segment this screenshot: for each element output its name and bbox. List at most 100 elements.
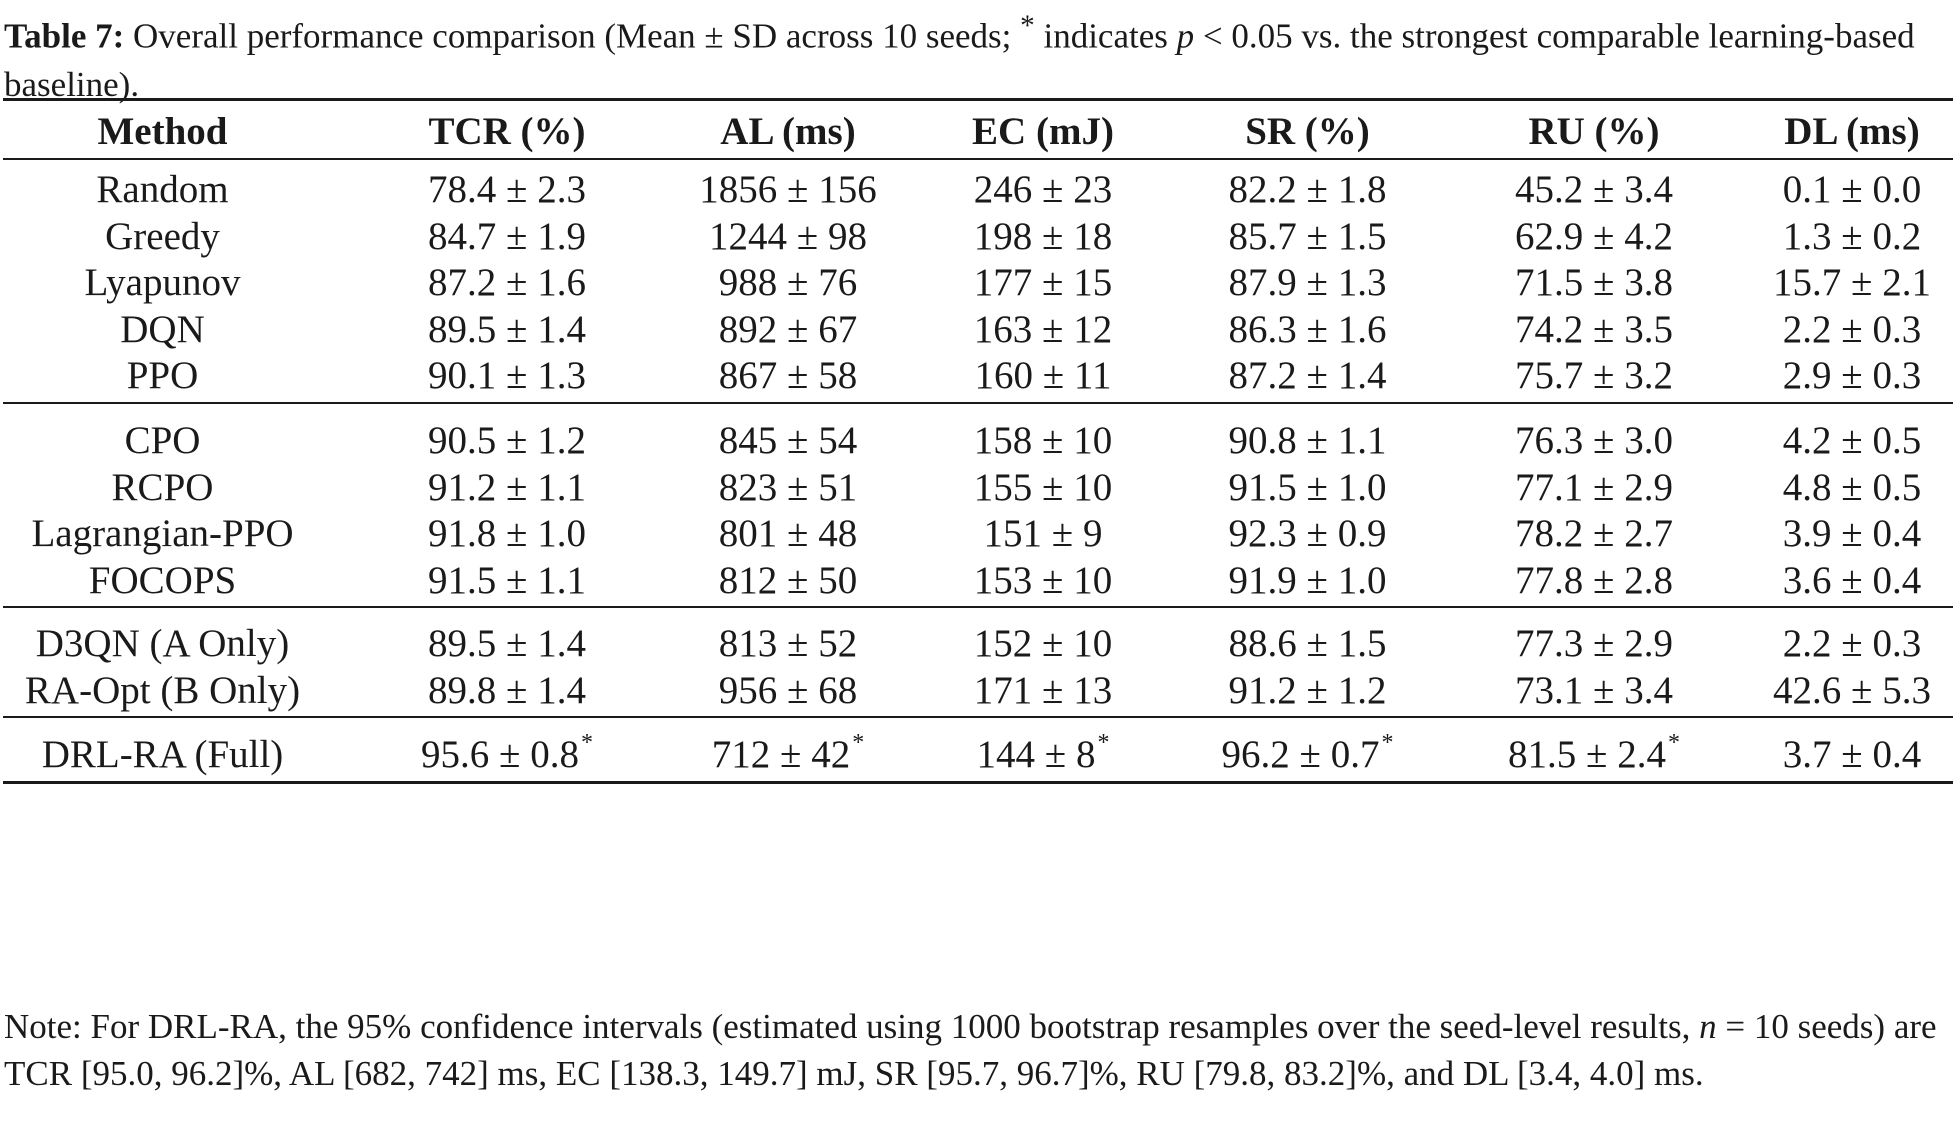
value-cell: 1856 ± 156 [699,168,877,211]
value-text: 712 ± 42 [711,733,851,776]
caption-star: * [1020,10,1035,42]
value-cell: 77.3 ± 2.9 [1515,622,1673,665]
value-cell: 163 ± 12 [973,307,1113,351]
value-cell: 160 ± 11 [974,354,1112,397]
caption-p-symbol: p [1176,16,1195,56]
table-row: PPO 90.1 ± 1.3 867 ± 58 160 ± 11 87.2 ± 1.4 7… [0,347,1955,405]
note-text: = 10 seeds) are TCR [95.0, 96.2]%, AL [6… [4,1007,1937,1093]
header-cell: TCR (%) [428,110,586,153]
value-cell: 3.9 ± 0.4 [1782,512,1922,555]
header-cell: AL (ms) [720,110,856,153]
value-cell: 77.1 ± 2.9 [1515,465,1673,509]
value-cell: 77.8 ± 2.8 [1515,558,1673,602]
group-separator-rule [3,606,1953,608]
value-cell: 0.1 ± 0.0 [1782,168,1922,211]
header-cell: Method [97,110,228,153]
value-cell: 42.6 ± 5.3 [1773,668,1931,712]
value-cell: 2.2 ± 0.3 [1782,622,1922,665]
value-cell: 867 ± 58 [718,354,858,397]
header-cell: SR (%) [1245,110,1370,153]
value-cell: 87.9 ± 1.3 [1228,261,1387,304]
method-cell: DRL-RA (Full) [41,733,284,776]
value-cell: 1244 ± 98 [709,214,867,258]
method-cell: FOCOPS [88,558,237,602]
value-cell: 92.3 ± 0.9 [1228,512,1387,555]
value-cell: 4.8 ± 0.5 [1782,465,1922,509]
table-row: RA-Opt (B Only) 89.8 ± 1.4 956 ± 68 171 ± 1… [0,662,1955,720]
header-cell: RU (%) [1528,110,1660,153]
method-cell: D3QN (A Only) [35,622,290,665]
table-row: Lyapunov 87.2 ± 1.6 988 ± 76 177 ± 15 87.9 ±… [0,254,1955,312]
value-cell: 90.1 ± 1.3 [428,354,586,397]
group-separator-rule [3,716,1953,718]
significance-star: * [852,730,865,756]
value-cell: 152 ± 10 [973,622,1113,665]
caption-text: Overall performance comparison (Mean ± S… [124,16,1021,56]
value-cell: 801 ± 48 [718,512,858,555]
value-cell: 88.6 ± 1.5 [1228,622,1387,665]
value-cell: 90.8 ± 1.1 [1228,419,1387,462]
table-row: CPO 90.5 ± 1.2 845 ± 54 158 ± 10 90.8 ± 1.1 7… [0,412,1955,470]
value-cell: 87.2 ± 1.4 [1228,354,1387,397]
value-cell: 246 ± 23 [973,168,1113,211]
table-row: RCPO 91.2 ± 1.1 823 ± 51 155 ± 10 91.5 ± 1.0… [0,459,1955,517]
value-cell: 91.2 ± 1.1 [428,465,586,509]
method-cell: Lagrangian-PPO [31,512,294,555]
value-cell: 89.5 ± 1.4 [428,622,586,665]
value-cell: 95.6 ± 0.8* [400,726,614,784]
value-cell: 91.2 ± 1.2 [1228,668,1387,712]
table-row: Greedy 84.7 ± 1.9 1244 ± 98 198 ± 18 85.7 ± … [0,208,1955,266]
value-cell: 892 ± 67 [718,307,858,351]
value-text: 3.7 ± 0.4 [1782,733,1922,776]
significance-star: * [1667,730,1680,756]
table-bottom-rule [3,781,1953,784]
caption-label: Table 7: [4,16,125,56]
value-cell: 81.5 ± 2.4* [1468,726,1720,784]
table-note: Note: For DRL-RA, the 95% confidence int… [4,1003,1949,1097]
value-cell: 96.2 ± 0.7* [1185,726,1430,784]
caption-text: < 0.05 vs. the strongest comparable lear… [4,16,1915,104]
caption-text: indicates [1034,16,1177,56]
value-cell: 153 ± 10 [973,558,1113,602]
value-cell: 158 ± 10 [973,419,1113,462]
method-cell: DQN [120,307,205,351]
method-cell: RA-Opt (B Only) [24,668,301,712]
header-cell: EC (mJ) [972,110,1114,153]
value-cell: 75.7 ± 3.2 [1515,354,1673,397]
value-cell: 86.3 ± 1.6 [1228,307,1387,351]
group-separator-rule [3,402,1953,404]
method-cell: Random [96,168,229,211]
table-header-row: Method TCR (%) AL (ms) EC (mJ) SR (%) RU… [0,103,1955,161]
value-cell: 956 ± 68 [718,668,858,712]
value-cell: 2.2 ± 0.3 [1782,307,1922,351]
value-cell: 73.1 ± 3.4 [1515,668,1673,712]
value-cell: 2.9 ± 0.3 [1782,354,1922,397]
value-cell: 155 ± 10 [973,465,1113,509]
value-text: 81.5 ± 2.4 [1508,733,1666,776]
table-header-rule [3,158,1953,160]
value-cell: 78.4 ± 2.3 [428,168,586,211]
value-cell: 84.7 ± 1.9 [428,214,586,258]
value-cell: 62.9 ± 4.2 [1515,214,1673,258]
value-cell: 144 ± 8* [935,726,1151,784]
value-cell: 78.2 ± 2.7 [1515,512,1673,555]
value-cell: 89.8 ± 1.4 [428,668,586,712]
method-cell: PPO [126,354,199,397]
value-cell: 15.7 ± 2.1 [1773,261,1931,304]
table-top-rule [3,98,1953,101]
value-cell: 90.5 ± 1.2 [428,419,586,462]
value-cell: 171 ± 13 [973,668,1113,712]
value-cell: 74.2 ± 3.5 [1515,307,1673,351]
table-row-final: DRL-RA (Full) 95.6 ± 0.8* 712 ± 42* 144 ± … [0,726,1955,784]
value-cell: 845 ± 54 [718,419,858,462]
value-cell: 4.2 ± 0.5 [1782,419,1922,462]
value-cell: 812 ± 50 [718,558,858,602]
table-row: DQN 89.5 ± 1.4 892 ± 67 163 ± 12 86.3 ± 1.6 7… [0,301,1955,359]
table-caption: Table 7: Overall performance comparison … [4,2,1949,109]
value-cell: 712 ± 42* [670,726,906,784]
value-cell: 988 ± 76 [718,261,858,304]
value-cell: 813 ± 52 [718,622,858,665]
method-cell: Lyapunov [84,261,241,304]
value-cell: 1.3 ± 0.2 [1782,214,1922,258]
value-cell: 151 ± 9 [983,512,1103,555]
